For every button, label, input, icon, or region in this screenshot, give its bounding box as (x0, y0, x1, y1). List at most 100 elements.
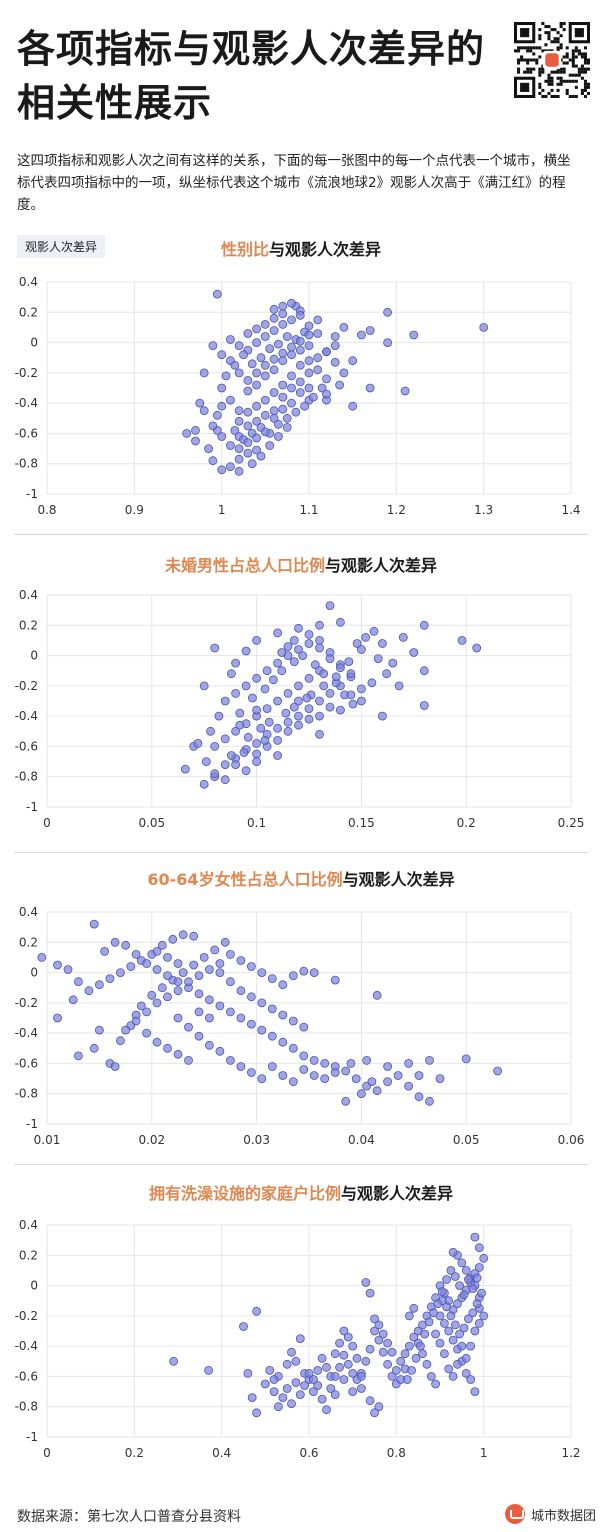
data-point (330, 1390, 340, 1400)
data-point (317, 1353, 327, 1363)
data-point (304, 383, 314, 393)
data-point (325, 601, 335, 611)
data-point (281, 708, 291, 718)
data-point (260, 427, 270, 437)
data-point (231, 689, 241, 698)
y-tick-label: 0 (30, 966, 38, 980)
data-point (291, 1356, 301, 1366)
data-point (252, 705, 262, 715)
data-point (453, 1359, 462, 1369)
data-point (252, 749, 262, 759)
data-point (289, 657, 299, 666)
data-point (404, 1341, 414, 1351)
data-point (252, 380, 262, 390)
data-point (304, 630, 314, 639)
data-point (243, 1368, 253, 1378)
data-point (308, 1375, 318, 1384)
y-tick-label: -1 (26, 1430, 38, 1444)
data-point (260, 735, 270, 745)
brand-name: 城市数据团 (531, 1508, 597, 1524)
y-tick-label: -0.6 (15, 1369, 38, 1383)
data-point (260, 410, 270, 420)
data-point (225, 977, 235, 987)
data-point (339, 1326, 349, 1336)
data-point (273, 339, 283, 349)
data-point (260, 684, 270, 694)
data-point (278, 1071, 288, 1080)
y-tick-label: -0.8 (15, 457, 38, 471)
data-point (346, 669, 356, 679)
data-point (204, 1365, 214, 1375)
y-tick-label: -0.8 (15, 1400, 38, 1414)
data-point (256, 451, 266, 461)
data-point (178, 930, 188, 940)
data-point (269, 388, 279, 397)
data-point (300, 1381, 310, 1390)
data-point (365, 326, 375, 335)
data-point (74, 1051, 83, 1061)
data-point (396, 1356, 406, 1366)
data-point (252, 445, 262, 455)
chart-1-title-rest: 与观影人次差异 (269, 240, 382, 259)
data-point (282, 332, 292, 341)
data-point (257, 1025, 267, 1035)
data-point (278, 320, 288, 329)
data-point (178, 968, 188, 977)
data-point (322, 347, 331, 357)
data-point (131, 1016, 141, 1026)
data-point (304, 321, 314, 331)
data-point (479, 1311, 489, 1321)
data-point (468, 1284, 478, 1293)
x-tick-label: 1 (218, 503, 226, 517)
x-tick-label: 0.02 (138, 1133, 165, 1147)
data-point (265, 441, 275, 450)
x-tick-label: 0.6 (299, 1446, 318, 1460)
y-tick-label: 0 (30, 649, 38, 663)
data-point (225, 1007, 235, 1017)
data-point (348, 356, 358, 366)
data-point (374, 1402, 384, 1412)
data-point (365, 1288, 375, 1298)
divider (14, 1164, 588, 1165)
y-tick-label: 0.2 (19, 618, 38, 632)
data-point (313, 1365, 323, 1375)
data-point (435, 1074, 445, 1084)
x-tick-label: 0.06 (558, 1133, 585, 1147)
data-point (121, 1025, 130, 1035)
data-point (89, 919, 99, 929)
data-point (267, 1062, 277, 1071)
data-point (341, 1066, 351, 1076)
data-point (173, 986, 183, 996)
data-point (220, 775, 230, 785)
data-point (315, 636, 324, 645)
data-point (383, 1359, 393, 1369)
data-point (348, 1368, 358, 1378)
data-point (299, 1065, 309, 1074)
data-point (210, 945, 220, 955)
data-point (204, 965, 214, 974)
data-point (206, 726, 215, 736)
chart-2-title-rest: 与观影人次差异 (325, 556, 438, 575)
data-point (189, 931, 199, 941)
x-tick-label: 0.25 (558, 816, 585, 830)
data-point (326, 1384, 336, 1393)
data-point (243, 421, 253, 431)
data-point (479, 323, 489, 332)
data-point (377, 711, 387, 721)
data-point (260, 360, 270, 370)
data-point (346, 1058, 356, 1068)
data-point (147, 990, 157, 1000)
data-point (289, 702, 299, 712)
data-point (391, 1365, 401, 1375)
x-tick-label: 1.2 (561, 1446, 580, 1460)
data-point (361, 633, 371, 642)
data-point (339, 323, 349, 332)
x-tick-label: 1.3 (474, 503, 493, 517)
data-point (195, 398, 205, 408)
data-point (299, 1051, 309, 1061)
data-point (225, 335, 235, 344)
data-point (387, 1371, 397, 1381)
data-point (383, 1062, 393, 1071)
data-point (457, 1258, 467, 1268)
data-point (204, 444, 214, 454)
